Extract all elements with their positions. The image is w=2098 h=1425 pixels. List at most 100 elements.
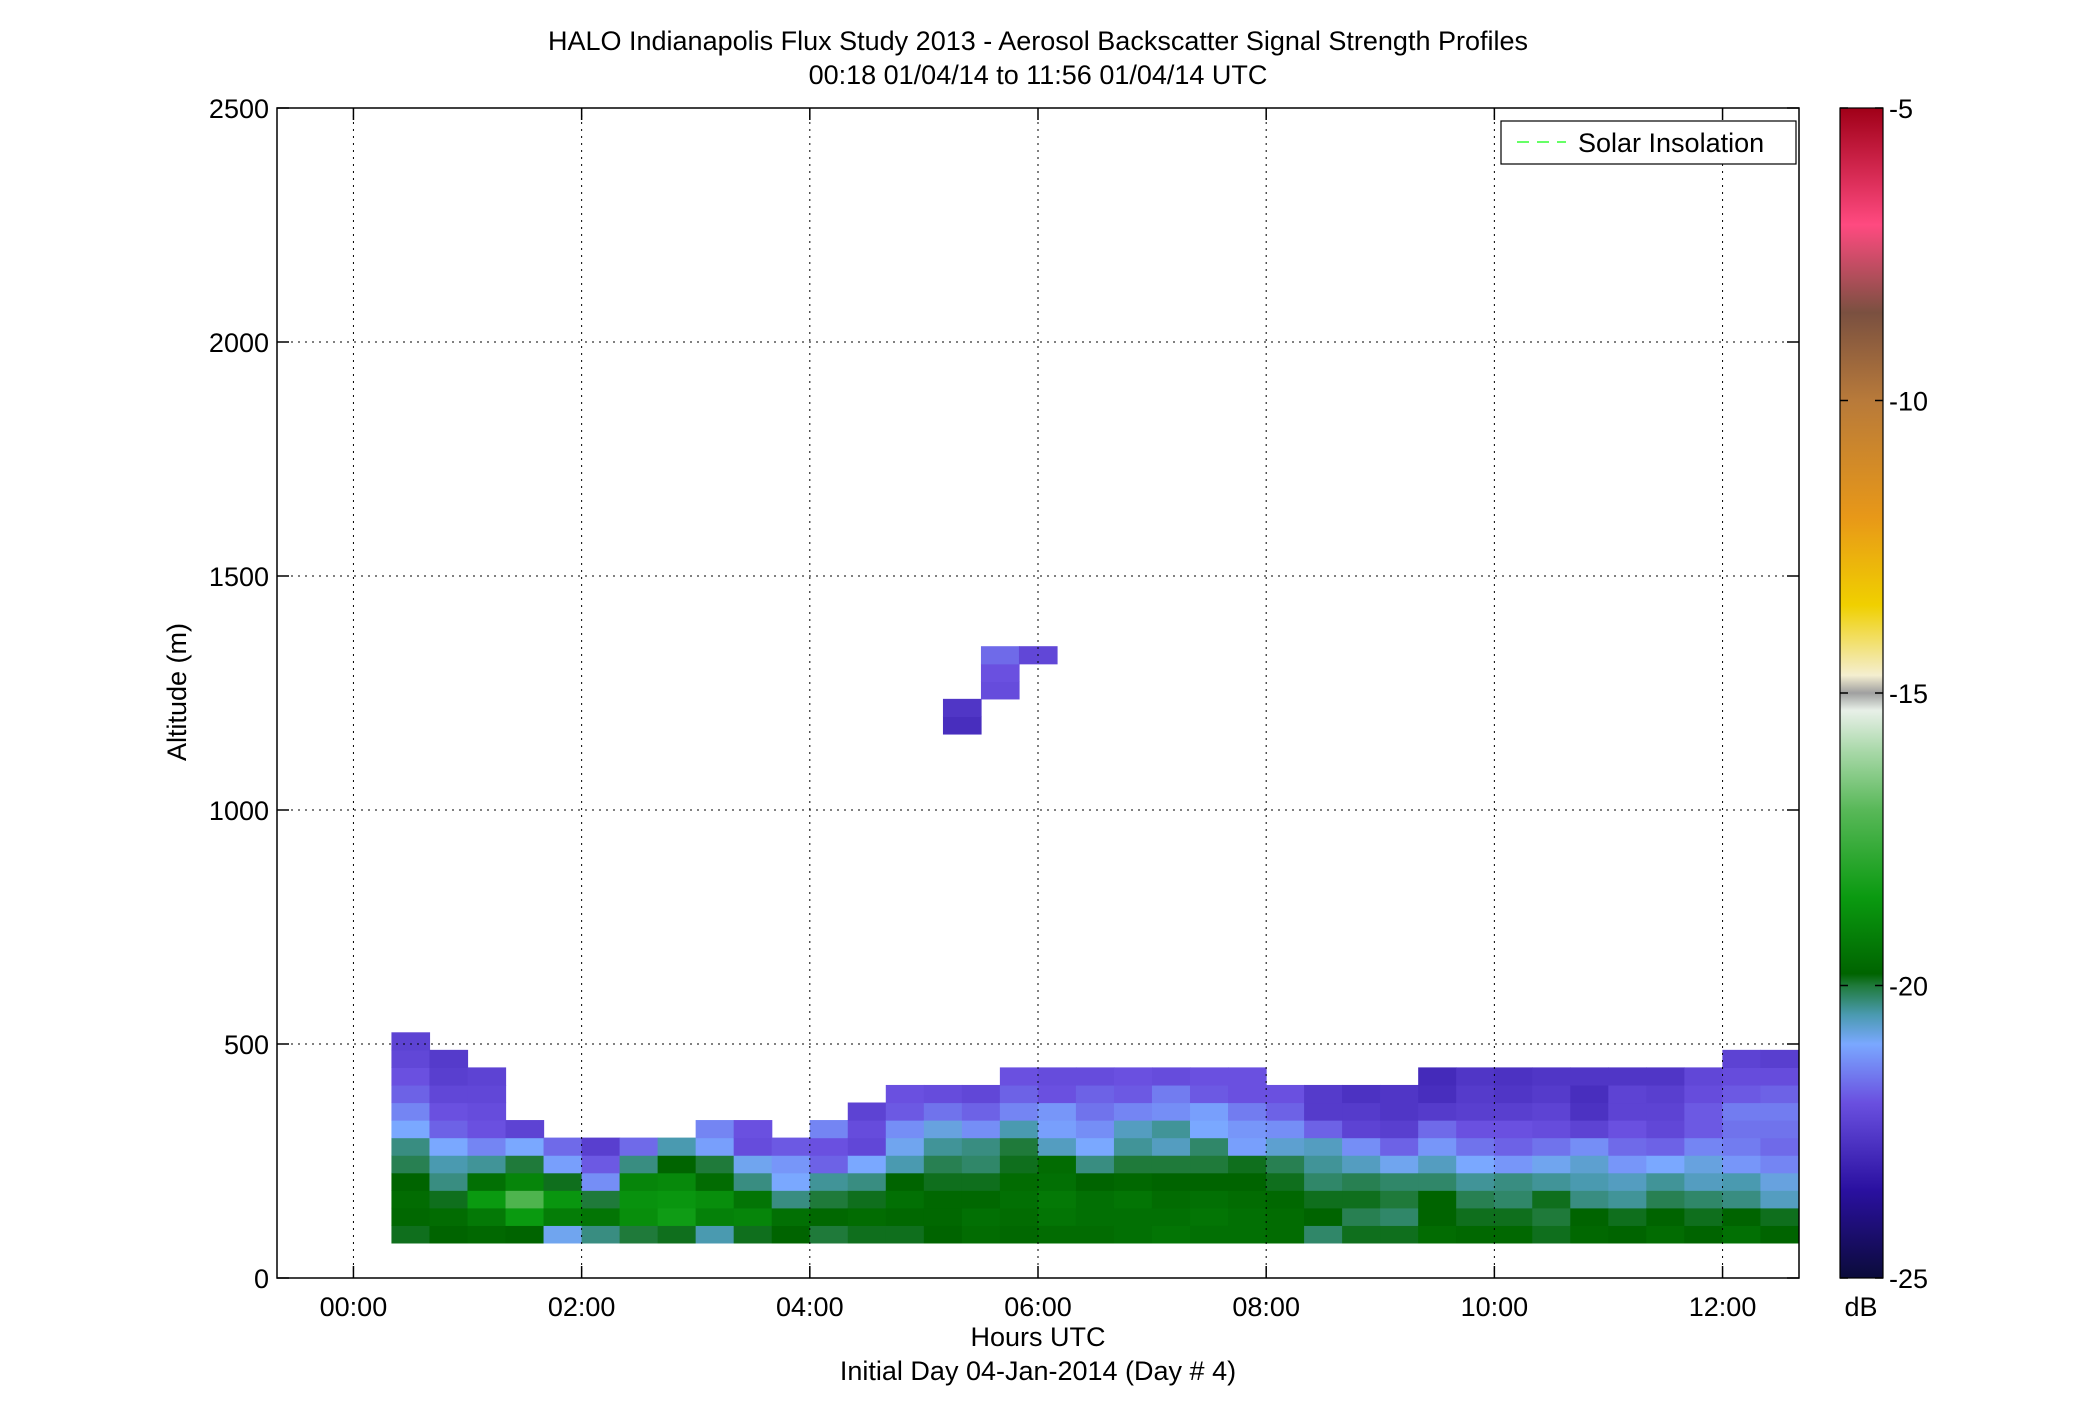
heatmap-cell: [467, 1102, 507, 1121]
heatmap-cell: [1266, 1225, 1305, 1244]
heatmap-cell: [1532, 1137, 1571, 1156]
heatmap-cell: [1760, 1225, 1800, 1244]
heatmap-cell: [1190, 1172, 1229, 1191]
heatmap-cell: [1037, 1137, 1077, 1156]
heatmap-cell: [1037, 1120, 1077, 1139]
heatmap-cell: [391, 1120, 431, 1139]
heatmap-cell: [771, 1137, 811, 1156]
heatmap-cell: [1646, 1225, 1685, 1244]
heatmap-cell: [1722, 1225, 1762, 1244]
heatmap-cell: [1190, 1207, 1229, 1226]
heatmap-cell: [1418, 1120, 1457, 1139]
heatmap-cell: [1646, 1190, 1685, 1209]
heatmap-cell: [885, 1137, 925, 1156]
heatmap-cell: [1151, 1102, 1191, 1121]
x-tick-label: 06:00: [1004, 1292, 1072, 1322]
heatmap-cell: [1266, 1155, 1305, 1174]
heatmap-cell: [429, 1049, 469, 1068]
heatmap-cell: [1380, 1155, 1419, 1174]
heatmap-cell: [1151, 1084, 1191, 1104]
x-axis-sublabel: Initial Day 04-Jan-2014 (Day # 4): [840, 1356, 1236, 1386]
heatmap-cell: [999, 1172, 1039, 1191]
heatmap-cell: [1684, 1084, 1723, 1104]
heatmap-cell: [1075, 1067, 1115, 1086]
heatmap-cell: [1456, 1155, 1495, 1174]
heatmap-cell: [1075, 1172, 1115, 1191]
heatmap-cell: [923, 1172, 963, 1191]
heatmap-cell: [1608, 1067, 1647, 1086]
heatmap-cell: [429, 1190, 469, 1209]
heatmap-cell: [581, 1155, 621, 1174]
heatmap-cell: [1760, 1172, 1800, 1191]
heatmap-cell: [1304, 1172, 1343, 1191]
heatmap-cell: [543, 1225, 583, 1244]
heatmap-cell: [1037, 1207, 1077, 1226]
heatmap-cell: [1380, 1225, 1419, 1244]
heatmap-cell: [1532, 1190, 1571, 1209]
heatmap-cell: [809, 1190, 849, 1209]
heatmap-cell: [391, 1102, 431, 1121]
heatmap-cell: [657, 1225, 697, 1244]
heatmap-cell: [429, 1155, 469, 1174]
colorbar-tick-label: -5: [1889, 94, 1913, 124]
heatmap-cell: [1037, 1084, 1077, 1104]
heatmap-cell: [1494, 1172, 1533, 1191]
heatmap-cell: [1684, 1155, 1723, 1174]
heatmap-cell: [1418, 1067, 1457, 1086]
heatmap-cell: [429, 1137, 469, 1156]
heatmap-cell: [733, 1190, 773, 1209]
y-tick-label: 2000: [209, 328, 269, 358]
heatmap-cell: [1228, 1102, 1267, 1121]
x-tick-label: 04:00: [776, 1292, 844, 1322]
heatmap-cell: [923, 1137, 963, 1156]
chart-title: HALO Indianapolis Flux Study 2013 - Aero…: [548, 26, 1528, 56]
heatmap-cell: [1037, 1067, 1077, 1086]
heatmap-cell: [619, 1172, 659, 1191]
colorbar-tick-label: -25: [1889, 1264, 1928, 1294]
x-tick-label: 08:00: [1232, 1292, 1300, 1322]
heatmap-cell: [1266, 1137, 1305, 1156]
heatmap-cell: [847, 1225, 887, 1244]
heatmap-cell: [847, 1207, 887, 1226]
heatmap-cell: [505, 1207, 545, 1226]
heatmap-cell: [1494, 1120, 1533, 1139]
heatmap-cell: [543, 1207, 583, 1226]
heatmap-cell: [847, 1190, 887, 1209]
heatmap-cell: [1760, 1102, 1800, 1121]
heatmap-cell: [695, 1190, 735, 1209]
heatmap-cell: [1075, 1137, 1115, 1156]
heatmap-cell: [391, 1067, 431, 1086]
heatmap-cell: [1075, 1120, 1115, 1139]
heatmap-cell: [961, 1190, 1001, 1209]
heatmap-cell: [1228, 1207, 1267, 1226]
heatmap-cell: [1418, 1102, 1457, 1121]
heatmap-cell: [1418, 1172, 1457, 1191]
heatmap-cell: [809, 1225, 849, 1244]
heatmap-cell: [1570, 1190, 1609, 1209]
heatmap-cell: [543, 1172, 583, 1191]
heatmap-cell-aloft: [942, 716, 982, 735]
x-tick-label: 02:00: [548, 1292, 616, 1322]
heatmap-cell: [961, 1207, 1001, 1226]
heatmap-cell: [1342, 1172, 1381, 1191]
heatmap-cell: [885, 1155, 925, 1174]
heatmap-cell: [1760, 1207, 1800, 1226]
heatmap-cell: [1113, 1120, 1153, 1139]
heatmap-cell: [999, 1155, 1039, 1174]
heatmap-cell: [1380, 1207, 1419, 1226]
heatmap-cell: [1113, 1172, 1153, 1191]
heatmap-cell: [771, 1207, 811, 1226]
heatmap-cell: [1304, 1084, 1343, 1104]
heatmap-cell: [733, 1120, 773, 1139]
heatmap-cell: [1304, 1225, 1343, 1244]
heatmap-cell: [467, 1207, 507, 1226]
heatmap-cell: [1684, 1120, 1723, 1139]
heatmap-cell: [1266, 1120, 1305, 1139]
heatmap-cell: [1456, 1190, 1495, 1209]
heatmap-cell: [1760, 1155, 1800, 1174]
heatmap-cell: [1608, 1207, 1647, 1226]
heatmap-cell: [429, 1102, 469, 1121]
heatmap-cell: [657, 1137, 697, 1156]
heatmap-cell: [1494, 1225, 1533, 1244]
